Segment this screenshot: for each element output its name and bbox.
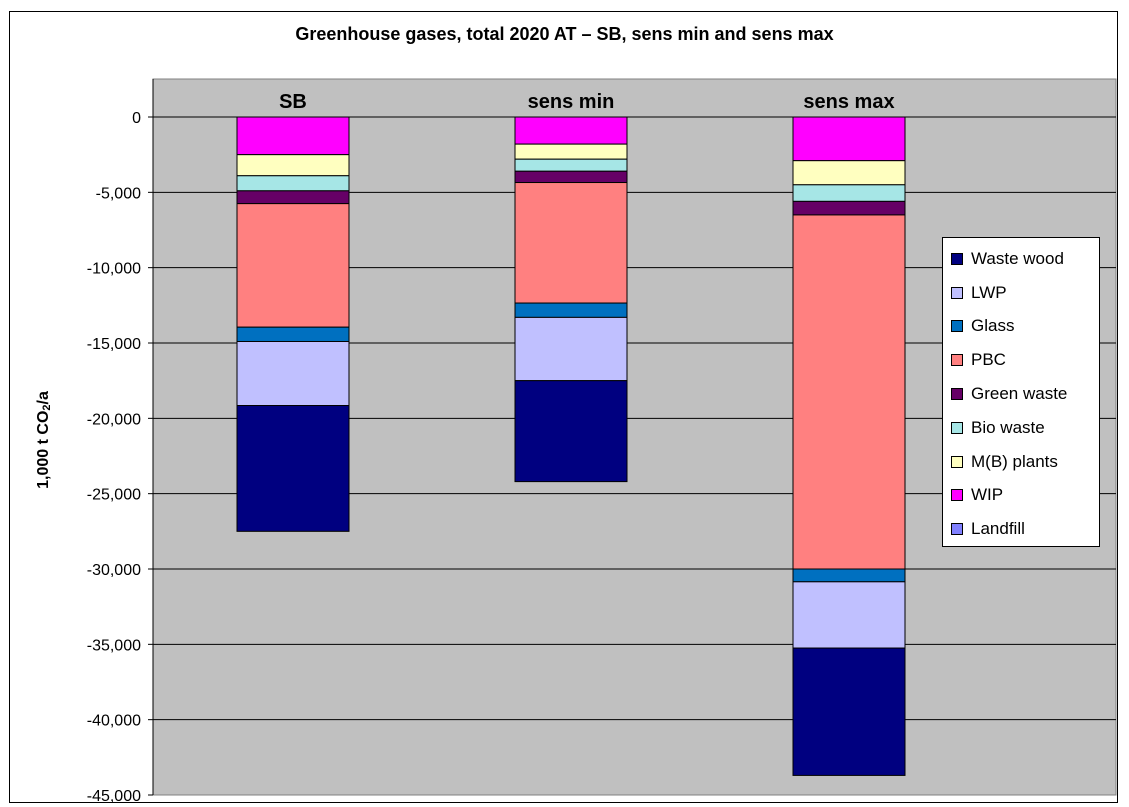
bar-segment [792,200,906,216]
legend-item: Landfill [951,512,1099,546]
y-axis-label-main: 1,000 t CO [35,410,52,489]
legend-label: Landfill [971,519,1025,539]
legend-swatch [951,320,963,333]
legend-label: Glass [971,316,1015,336]
category-label: sens min [528,91,615,113]
legend-label: PBC [971,350,1006,370]
legend-item: LWP [951,276,1099,310]
y-tick-label: -5,000 [96,185,141,202]
legend-swatch [951,286,963,299]
bar-segment [792,184,906,202]
legend: Waste wood LWP Glass PBC Green waste Bio wast… [942,237,1100,547]
legend-item: PBC [951,343,1099,377]
bar-segment [792,160,906,186]
bar-segment [514,170,628,184]
y-tick-label: -30,000 [87,562,141,579]
legend-item: Bio waste [951,411,1099,445]
y-tick-label: -10,000 [87,261,141,278]
y-tick-label: 0 [132,110,141,127]
legend-swatch [951,252,963,265]
bar-segment [514,143,628,160]
bar-segment [236,190,350,205]
y-axis-label-tail: /a [35,391,52,405]
legend-label: LWP [971,282,1007,302]
legend-item: M(B) plants [951,445,1099,479]
y-tick-label: -20,000 [87,411,141,428]
legend-swatch [951,354,963,367]
bar-segment [514,158,628,172]
legend-swatch [951,523,963,536]
y-axis-label: 1,000 t CO2/a [35,391,53,489]
y-tick-label: -45,000 [87,788,141,805]
legend-swatch [951,421,963,434]
category-label: sens max [803,91,894,113]
bar-segment [236,116,350,156]
bar-segment [236,405,350,532]
bar-segment [236,203,350,328]
legend-item: Green waste [951,377,1099,411]
bar-segment [236,326,350,342]
category-label: SB [279,91,307,113]
bar-segment [514,316,628,382]
bar-segment [792,214,906,570]
legend-item: Waste wood [951,242,1099,276]
legend-item: WIP [951,479,1099,513]
legend-item: Glass [951,310,1099,344]
bar-segment [514,380,628,483]
legend-swatch [951,455,963,468]
legend-label: Green waste [971,384,1068,404]
bar-segment [514,182,628,304]
legend-label: M(B) plants [971,451,1058,471]
y-tick-label: -25,000 [87,487,141,504]
legend-label: Bio waste [971,417,1045,437]
bar-segment [236,175,350,192]
chart-title: Greenhouse gases, total 2020 AT – SB, se… [295,24,834,44]
bar-segment [792,116,906,162]
legend-label: WIP [971,485,1004,505]
y-tick-label: -35,000 [87,637,141,654]
bar-segment [792,568,906,583]
y-tick-label: -40,000 [87,713,141,730]
bar-segment [236,340,350,407]
bar-segment [514,302,628,318]
bar-segment [792,647,906,776]
bar-segment [792,581,906,649]
legend-swatch [951,388,963,401]
y-axis-label-subscript: 2 [41,404,53,411]
legend-swatch [951,489,963,502]
y-tick-label: -15,000 [87,336,141,353]
bar-segment [514,116,628,145]
legend-label: Waste wood [971,248,1064,268]
bar-segment [236,154,350,177]
